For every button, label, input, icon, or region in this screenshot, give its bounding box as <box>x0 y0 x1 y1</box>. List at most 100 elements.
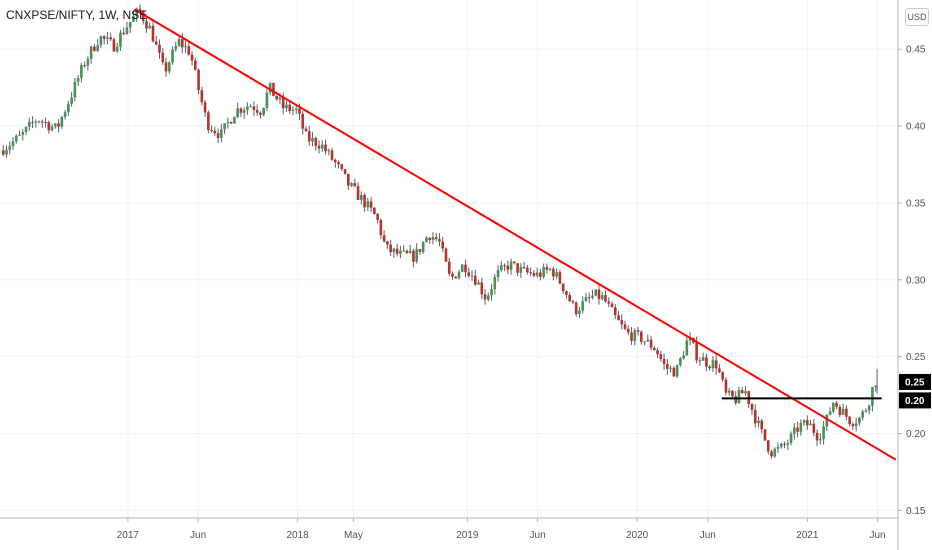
candle-body <box>467 272 471 276</box>
candle-body <box>584 297 588 302</box>
candle-body <box>190 54 194 61</box>
candle-body <box>698 360 702 362</box>
candlestick-series <box>1 4 878 459</box>
candle-body <box>356 186 360 200</box>
candle-body <box>825 414 829 427</box>
candle-body <box>298 108 301 114</box>
candle-body <box>708 366 711 369</box>
candle-body <box>229 122 233 124</box>
candle-body <box>200 90 204 103</box>
candle-body <box>138 8 142 12</box>
candle-body <box>639 331 643 342</box>
candle-body <box>418 249 422 252</box>
candle-body <box>480 282 484 295</box>
candle-body <box>516 263 519 273</box>
x-tick-label: 2021 <box>796 530 819 541</box>
candle-body <box>600 295 604 300</box>
candle-body <box>548 268 552 270</box>
candle-body <box>571 301 575 303</box>
price-axis[interactable]: 0.15 0.20 0.25 0.30 0.35 0.40 0.45 <box>897 0 926 550</box>
candle-body <box>871 386 874 406</box>
candle-body <box>353 183 357 187</box>
y-tick-label: 0.15 <box>906 506 926 517</box>
candle-body <box>493 276 497 290</box>
candle-body <box>643 341 646 343</box>
candle-body <box>177 39 181 46</box>
x-tick-label: May <box>344 530 363 541</box>
candle-body <box>659 354 663 360</box>
candle-body <box>457 271 461 279</box>
candle-body <box>509 261 513 270</box>
candle-body <box>402 250 405 252</box>
candle-body <box>96 45 99 51</box>
y-tick-label: 0.35 <box>906 198 926 209</box>
candle-body <box>27 121 31 127</box>
candle-body <box>425 237 428 243</box>
candle-body <box>779 443 783 448</box>
candle-body <box>408 250 412 254</box>
currency-button[interactable]: USD <box>905 8 929 26</box>
candle-body <box>685 340 689 356</box>
candle-body <box>347 173 350 186</box>
candle-body <box>431 237 435 240</box>
candle-body <box>656 350 659 355</box>
candle-body <box>542 267 545 277</box>
candle-body <box>379 219 383 236</box>
candle-body <box>617 315 620 321</box>
candle-body <box>695 342 698 361</box>
candle-body <box>734 396 737 404</box>
candle-body <box>167 62 171 72</box>
x-tick-label: Jun <box>700 530 716 541</box>
time-axis[interactable]: 2017 Jun 2018 May 2019 Jun 2020 Jun 2021 Jun <box>0 517 898 541</box>
candle-body <box>275 95 279 100</box>
y-tick-label: 0.25 <box>906 352 926 363</box>
candle-body <box>731 390 734 397</box>
candle-body <box>405 250 409 254</box>
candle-body <box>340 164 344 170</box>
candle-body <box>67 103 70 113</box>
candle-body <box>519 266 523 273</box>
candle-body <box>93 46 96 51</box>
candle-body <box>31 121 34 123</box>
candle-body <box>649 339 653 348</box>
candle-body <box>470 275 474 277</box>
candle-body <box>539 272 542 277</box>
candle-body <box>604 295 607 302</box>
candle-body <box>500 265 503 271</box>
candle-body <box>311 137 314 142</box>
candle-body <box>333 159 337 163</box>
candle-body <box>34 121 38 123</box>
price-tag-label: 0.20 <box>905 396 925 407</box>
candle-body <box>197 69 200 91</box>
candle-body <box>63 112 67 117</box>
candle-body <box>363 194 366 208</box>
candle-body <box>786 443 790 445</box>
candle-body <box>529 272 532 274</box>
candle-body <box>675 365 679 377</box>
candle-body <box>565 291 568 295</box>
candle-body <box>226 122 230 124</box>
candle-body <box>343 169 347 174</box>
candle-body <box>545 267 549 270</box>
candle-body <box>688 337 692 341</box>
candle-body <box>382 235 386 242</box>
candle-body <box>314 137 318 146</box>
x-tick-label: 2019 <box>456 530 479 541</box>
candle-body <box>265 92 269 108</box>
candle-body <box>187 46 191 55</box>
chart-grid <box>0 0 898 518</box>
candle-body <box>102 36 106 39</box>
candle-body <box>763 429 767 441</box>
candle-body <box>766 440 770 452</box>
candle-body <box>154 41 158 45</box>
candle-body <box>770 451 773 457</box>
candle-body <box>848 416 851 425</box>
candle-body <box>750 403 754 410</box>
candle-body <box>148 25 152 29</box>
x-tick-label: Jun <box>530 530 546 541</box>
symbol-title[interactable]: CNXPSE/NIFTY, 1W, NSE <box>6 8 148 22</box>
candle-body <box>60 116 64 127</box>
candle-body <box>412 250 415 262</box>
candle-body <box>858 417 861 424</box>
